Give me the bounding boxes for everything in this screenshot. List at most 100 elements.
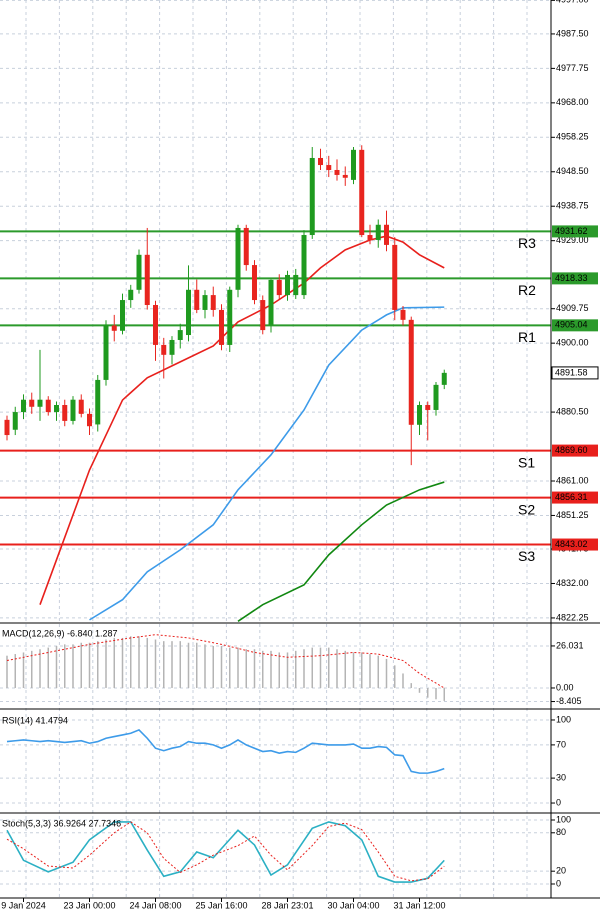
- candle-body: [318, 157, 323, 166]
- macd-bar: [163, 641, 165, 688]
- y-tick-label: 4997.00: [556, 0, 589, 5]
- macd-bar: [336, 649, 338, 688]
- candle-body: [70, 399, 76, 421]
- macd-bar: [47, 647, 49, 688]
- level-price-box: [552, 272, 598, 285]
- candle-body: [136, 254, 142, 290]
- candle-body: [54, 405, 59, 413]
- candle-body: [227, 289, 233, 345]
- macd-bar: [204, 644, 206, 688]
- macd-bar: [72, 644, 74, 688]
- macd-bar: [105, 639, 107, 688]
- macd-bar: [410, 683, 412, 688]
- indicator-title: Stoch(5,3,3) 36.9264 27.7346: [2, 818, 121, 828]
- y-tick-label: -8.405: [556, 696, 582, 706]
- candle-body: [45, 399, 51, 413]
- y-tick-label: 4900.00: [556, 338, 589, 348]
- level-price-label: 4905.04: [555, 320, 588, 330]
- x-tick-label: 30 Jan 04:00: [327, 900, 379, 910]
- y-tick-label: 20: [556, 866, 566, 876]
- y-tick-label: 100: [556, 714, 571, 724]
- candle-body: [128, 289, 134, 301]
- candle-body: [219, 309, 224, 345]
- level-name: S2: [518, 501, 535, 517]
- macd-bar: [319, 647, 322, 688]
- indicator-line: [6, 821, 445, 882]
- indicator-line: [237, 481, 445, 622]
- candle-body: [268, 279, 274, 325]
- candle-body: [425, 405, 431, 410]
- macd-bar: [220, 645, 223, 688]
- candle-body: [243, 227, 249, 266]
- x-tick-label: 25 Jan 16:00: [195, 900, 247, 910]
- y-tick-label: 4909.75: [556, 303, 589, 313]
- y-tick-label: 4958.25: [556, 132, 589, 142]
- last-price-box: [551, 366, 599, 380]
- macd-bar: [237, 647, 239, 688]
- level-price-box: [552, 491, 598, 504]
- macd-bar: [328, 647, 330, 688]
- macd-bar: [97, 641, 99, 688]
- level-name: R3: [518, 235, 536, 251]
- y-tick-label: 4851.25: [556, 510, 589, 520]
- level-name: R2: [518, 282, 536, 298]
- level-price-label: 4869.60: [555, 445, 588, 455]
- candle-body: [62, 405, 68, 421]
- level-price-label: 4918.33: [555, 273, 588, 283]
- candle-body: [342, 174, 348, 178]
- rsi-panel: [6, 728, 445, 774]
- candle-body: [367, 235, 373, 240]
- candle-body: [392, 244, 398, 310]
- candle-body: [194, 289, 200, 310]
- y-tick-label: 4861.00: [556, 475, 589, 485]
- level-price-box: [552, 444, 598, 457]
- candle-body: [285, 274, 290, 296]
- y-tick-label: 4880.50: [556, 406, 589, 416]
- macd-bar: [130, 636, 132, 688]
- candle-body: [309, 157, 315, 236]
- y-tick-label: 70: [556, 739, 566, 749]
- level-price-box: [552, 319, 598, 332]
- y-tick-label: 0.00: [556, 682, 574, 692]
- candle-body: [177, 330, 183, 340]
- candle-body: [169, 339, 175, 355]
- macd-bar: [196, 642, 198, 688]
- macd-bar: [6, 655, 8, 688]
- candle-body: [95, 379, 101, 425]
- level-name: R1: [518, 329, 536, 345]
- y-tick-label: 26.031: [556, 640, 584, 650]
- y-tick-label: 4822.25: [556, 612, 589, 622]
- candle-body: [351, 149, 356, 180]
- y-tick-label: 100: [556, 814, 571, 824]
- y-tick-label: 30: [556, 772, 566, 782]
- candle-body: [375, 224, 381, 240]
- candle-body: [37, 399, 43, 407]
- indicator-title: MACD(12,26,9) -6.840 1.287: [2, 628, 118, 638]
- candle-body: [210, 295, 216, 310]
- macd-bar: [344, 650, 346, 688]
- candle-body: [260, 300, 266, 331]
- x-tick-label: 23 Jan 00:00: [63, 900, 115, 910]
- candle-body: [400, 309, 406, 320]
- level-price-label: 4843.02: [555, 539, 588, 549]
- indicator-line: [6, 728, 445, 774]
- macd-bar: [295, 650, 297, 688]
- y-tick-label: 4938.75: [556, 201, 589, 211]
- macd-bar: [377, 655, 379, 688]
- candle-body: [161, 344, 167, 355]
- y-tick-label: 0: [556, 797, 561, 807]
- candle-body: [103, 324, 109, 380]
- macd-bar: [113, 637, 115, 688]
- macd-bar: [361, 652, 363, 688]
- candle-body: [120, 300, 125, 331]
- candle-body: [21, 399, 26, 413]
- macd-bar: [418, 687, 421, 693]
- macd-bar: [270, 650, 272, 688]
- macd-bar: [55, 645, 58, 688]
- candle-body: [12, 412, 18, 430]
- level-name: S3: [518, 548, 535, 564]
- level-price-label: 4856.31: [555, 492, 588, 502]
- indicator-title: RSI(14) 41.4794: [2, 715, 68, 725]
- macd-bar: [245, 649, 247, 688]
